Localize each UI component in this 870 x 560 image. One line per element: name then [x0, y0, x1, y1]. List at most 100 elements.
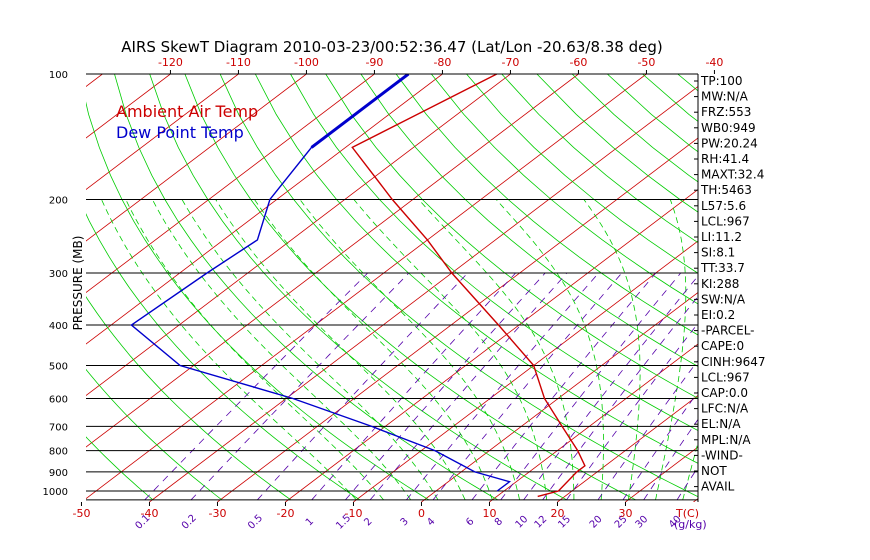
stability-index-label: CAP:0.0	[701, 386, 748, 400]
stability-index-label: KI:288	[701, 277, 739, 291]
pressure-tick-labels: 100 200 300 400 500 600 700 800 900 1000	[43, 70, 68, 498]
top-temp-tick-label: -90	[365, 56, 383, 69]
mixing-ratio-line	[345, 272, 546, 501]
isotherm-line	[149, 85, 698, 502]
stability-index-label: LCL:967	[701, 370, 750, 384]
stability-index-label: SI:8.1	[701, 246, 735, 260]
bottom-temp-tick-label: -20	[276, 507, 294, 520]
bottom-temp-tick-label: -50	[72, 507, 90, 520]
pressure-tick-label: 800	[49, 447, 68, 458]
stability-index-label: CAPE:0	[701, 339, 744, 353]
mixing-ratio-line	[190, 272, 410, 501]
mixing-ratio-tick-label: 20	[588, 514, 605, 531]
dry-adiabat-line	[783, 74, 870, 500]
mixing-ratio-tick-label: 1	[304, 516, 316, 528]
mixing-ratio-tick-label: 6	[464, 516, 476, 528]
pressure-tick-label: 900	[49, 468, 68, 479]
stability-index-label: -WIND-	[701, 448, 743, 462]
mixing-ratio-line	[406, 272, 599, 501]
mixing-ratio-line	[500, 272, 682, 501]
bottom-temp-tick-label: -30	[208, 507, 226, 520]
isotherm-line	[86, 74, 647, 500]
mixing-ratio-line	[523, 275, 698, 501]
mixing-ratio-line	[566, 322, 698, 501]
mixing-ratio-line	[676, 466, 698, 501]
stability-index-label: AVAIL	[701, 480, 735, 494]
mixing-ratio-tick-label: 0.5	[246, 513, 265, 532]
mixing-ratio-tick-label: 0.2	[180, 513, 199, 532]
dry-adiabat-line	[86, 213, 361, 501]
bottom-temp-tick-label: 0	[418, 507, 425, 520]
stability-index-label: LFC:N/A	[701, 402, 749, 416]
isotherm-line	[0, 74, 34, 502]
mixing-ratio-unit-label: (g/kg)	[674, 518, 707, 531]
moist-adiabat-line	[353, 199, 548, 500]
moist-adiabat-line	[495, 199, 604, 500]
stability-index-label: L57:5.6	[701, 199, 746, 213]
pressure-tick-label: 100	[49, 70, 68, 81]
pressure-tick-label: 300	[49, 269, 68, 280]
mixing-ratio-line	[144, 272, 368, 501]
mixing-ratio-tick-label: 30	[634, 514, 651, 531]
moist-adiabat-line	[181, 199, 439, 501]
moist-adiabat-line	[299, 199, 520, 500]
isotherm-line	[557, 395, 698, 502]
top-temp-tick-label: -40	[705, 56, 723, 69]
moist-adiabat-line	[418, 199, 575, 500]
mixing-ratio-line	[597, 359, 698, 501]
mixing-ratio-line	[432, 272, 623, 501]
dry-adiabat-line	[86, 296, 292, 501]
isotherm-line	[86, 74, 307, 242]
stability-index-label: TH:5463	[700, 183, 752, 197]
legend-ambient-air-temp: Ambient Air Temp	[116, 102, 258, 121]
dry-adiabat-line	[86, 368, 223, 501]
bottom-temp-tick-label: -10	[344, 507, 362, 520]
top-temp-tick-label: -120	[158, 56, 183, 69]
stability-index-label: FRZ:553	[701, 105, 751, 119]
moist-adiabat-line	[215, 199, 466, 500]
mixing-ratio-tick-label: 3	[399, 516, 411, 528]
bottom-temp-tick-label: 20	[550, 507, 564, 520]
isotherm-line	[217, 137, 698, 502]
isotherm-line	[86, 74, 375, 294]
mixing-ratio-line	[622, 391, 698, 501]
stability-index-label: MW:N/A	[701, 90, 749, 104]
isotherm-line	[761, 74, 870, 502]
chart-title: AIRS SkewT Diagram 2010-03-23/00:52:36.4…	[121, 38, 662, 56]
dry-adiabat-line	[254, 74, 698, 464]
mixing-ratio-line	[257, 272, 468, 501]
pressure-tick-label: 600	[49, 394, 68, 405]
bottom-temp-tick-label: -40	[140, 507, 158, 520]
mixing-ratio-tick-label: 8	[493, 516, 505, 528]
isotherm-line	[285, 188, 698, 502]
top-temp-tick-label: -110	[226, 56, 251, 69]
top-temperature-tick-labels: -120 -110 -100 -90 -80 -70 -60 -50 -40	[158, 56, 723, 74]
pressure-tick-label: 1000	[43, 487, 68, 498]
top-temp-tick-label: -100	[294, 56, 319, 69]
dry-adiabat-line	[748, 74, 870, 500]
y-axis-label: PRESSURE (MB)	[71, 236, 85, 331]
isotherm-line	[86, 74, 443, 345]
stability-index-label: PW:20.24	[701, 136, 758, 150]
stability-index-label: NOT	[701, 464, 727, 478]
stability-index-label: RH:41.4	[701, 152, 749, 166]
isotherm-line	[353, 240, 698, 502]
stability-index-label: TP:100	[700, 74, 743, 88]
moist-adiabat-line	[254, 199, 493, 500]
dew-point-upper-segment	[310, 74, 410, 149]
isotherm-line	[829, 74, 870, 502]
dry-adiabat-line	[466, 74, 698, 274]
mixing-ratio-tick-label: 4	[425, 516, 437, 528]
legend-dew-point-temp: Dew Point Temp	[116, 123, 244, 142]
bottom-temperature-tick-labels: -50 -40 -30 -20 -10 0 10 20 30	[72, 502, 632, 520]
isotherm-line	[421, 292, 698, 502]
dry-adiabat-line	[86, 101, 429, 501]
background-lines	[0, 74, 870, 502]
temperature-unit-label: T(C)	[675, 507, 699, 520]
dry-adiabat-line	[854, 74, 870, 500]
moist-adiabat-line	[583, 199, 641, 500]
top-temp-tick-label: -80	[433, 56, 451, 69]
dry-adiabat-line	[819, 74, 870, 500]
